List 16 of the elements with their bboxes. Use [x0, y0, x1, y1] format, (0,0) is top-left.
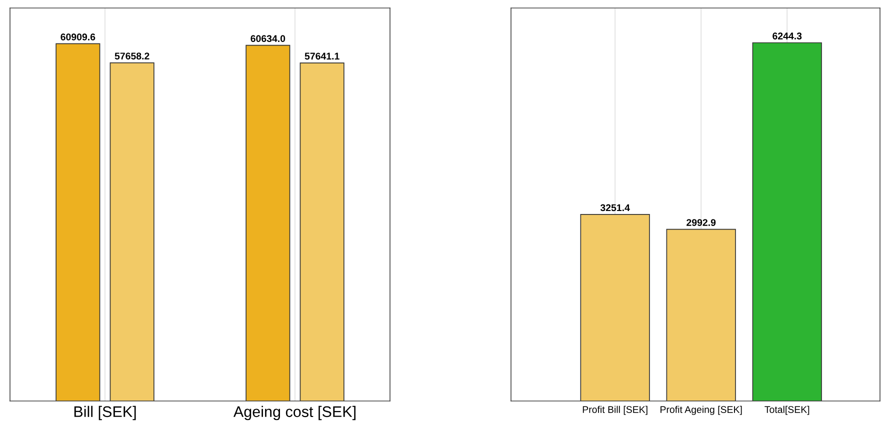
bar [300, 62, 344, 401]
x-tick-label: Total[SEK] [764, 406, 810, 415]
x-tick-label: Bill [SEK] [74, 406, 136, 420]
data-label: 60634.0 [250, 35, 286, 42]
data-label: 2992.9 [686, 219, 716, 226]
data-label: 6244.3 [772, 32, 802, 40]
bar [110, 62, 154, 401]
data-label: 3251.4 [600, 204, 630, 212]
x-tick-label: Profit Bill [SEK] [582, 406, 648, 415]
bar [246, 44, 290, 401]
data-label: 60909.6 [60, 34, 96, 40]
data-label: 57658.2 [114, 52, 150, 60]
data-label: 57641.1 [304, 52, 340, 60]
bar [56, 43, 100, 401]
x-tick-label: Profit Ageing [SEK] [660, 406, 742, 415]
x-tick-label: Ageing cost [SEK] [233, 406, 356, 420]
